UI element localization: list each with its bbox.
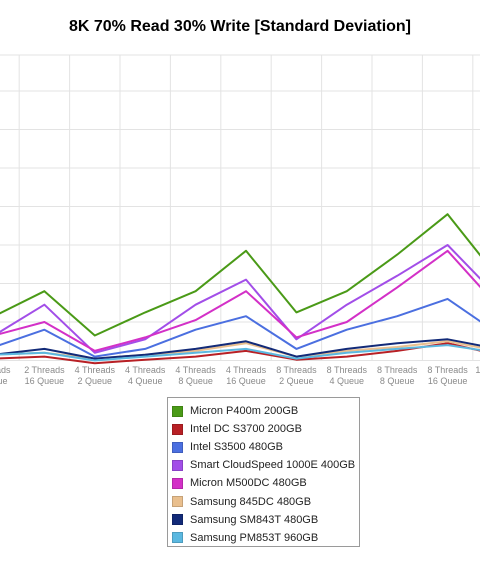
legend-item: Intel DC S3700 200GB [172,420,359,438]
legend: Micron P400m 200GB Intel DC S3700 200GB In… [167,397,360,547]
legend-swatch [172,477,183,489]
x-tick-label: 4 Threads 4 Queue [125,365,166,386]
series-line-3 [0,297,480,358]
series-line-1 [0,213,480,337]
legend-label: Samsung SM843T 480GB [190,513,319,526]
legend-item: Smart CloudSpeed 1000E 400GB [172,456,359,474]
series-line-8 [0,344,480,362]
legend-swatch [172,532,183,544]
legend-swatch [172,423,183,435]
x-tick-label: 8 Threads 8 Queue [377,365,418,386]
legend-item: Intel S3500 480GB [172,438,359,456]
x-tick-label: 8 Threads 16 Queue [427,365,468,386]
x-tick-label: ThreadsQueue [0,365,11,386]
series-line-4 [0,244,480,354]
series-line-5 [0,249,480,352]
x-tick-label: 4 Threads 8 Queue [175,365,216,386]
legend-label: Micron M500DC 480GB [190,477,307,490]
legend-label: Samsung PM853T 960GB [190,531,319,544]
x-tick-label: 4 Threads 16 Queue [226,365,267,386]
chart-title: 8K 70% Read 30% Write [Standard Deviatio… [68,18,412,35]
x-tick-label: 2 Threads 16 Queue [24,365,65,386]
legend-swatch [172,441,183,453]
legend-label: Smart CloudSpeed 1000E 400GB [190,459,356,472]
series-line-7 [0,338,480,360]
legend-label: Micron P400m 200GB [190,405,299,418]
legend-item: Samsung PM853T 960GB [172,529,359,547]
legend-swatch [172,405,183,417]
grid-lines [0,54,480,361]
x-tick-label: 8 Threads 4 Queue [327,365,368,386]
legend-label: Intel S3500 480GB [190,441,283,454]
legend-item: Micron M500DC 480GB [172,474,359,492]
legend-swatch [172,496,183,508]
legend-swatch [172,514,183,526]
legend-item: Micron P400m 200GB [172,402,359,420]
legend-item: Samsung 845DC 480GB [172,492,359,510]
series-line-6 [0,340,480,360]
legend-swatch [172,459,183,471]
x-tick-label: 8 Threads 2 Queue [276,365,317,386]
legend-label: Intel DC S3700 200GB [190,423,302,436]
legend-label: Samsung 845DC 480GB [190,495,312,508]
legend-item: Samsung SM843T 480GB [172,511,359,529]
x-tick-label: 4 Threads 2 Queue [75,365,116,386]
series-lines [0,213,480,365]
